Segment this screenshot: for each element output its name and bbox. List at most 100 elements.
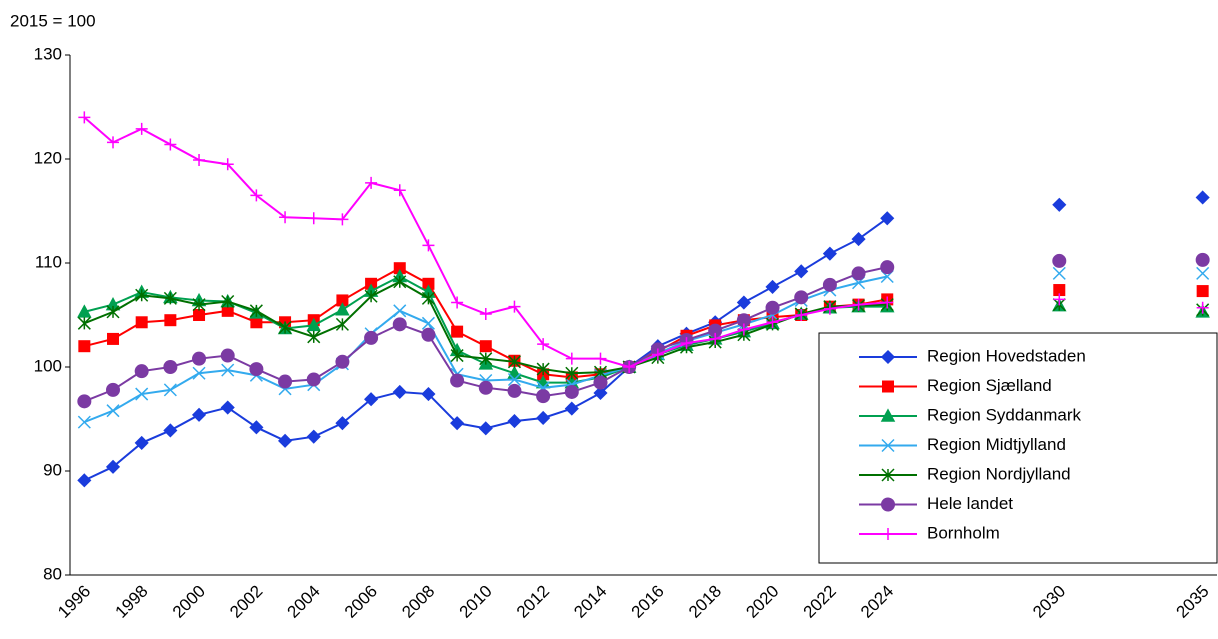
legend-label: Region Syddanmark bbox=[927, 405, 1082, 424]
y-tick-label: 100 bbox=[34, 356, 62, 375]
marker bbox=[107, 332, 120, 345]
marker bbox=[135, 288, 149, 302]
x-tick-label: 2018 bbox=[685, 582, 725, 622]
y-tick-label: 120 bbox=[34, 148, 62, 167]
marker bbox=[365, 176, 378, 189]
marker bbox=[766, 316, 779, 329]
marker bbox=[335, 416, 350, 431]
marker bbox=[1053, 293, 1066, 306]
marker bbox=[278, 374, 293, 389]
marker bbox=[880, 211, 895, 226]
y-tick-label: 80 bbox=[43, 564, 62, 583]
legend-label: Hele landet bbox=[927, 494, 1013, 513]
marker bbox=[882, 528, 894, 540]
marker bbox=[1196, 301, 1209, 314]
marker bbox=[364, 392, 379, 407]
marker bbox=[77, 316, 91, 330]
marker bbox=[135, 316, 148, 329]
marker bbox=[163, 423, 178, 438]
x-tick-label: 2020 bbox=[742, 582, 782, 622]
marker bbox=[1196, 285, 1209, 298]
x-tick-label: 2016 bbox=[628, 582, 668, 622]
marker bbox=[77, 394, 92, 409]
marker bbox=[651, 348, 664, 361]
marker bbox=[193, 154, 206, 167]
x-tick-label: 1998 bbox=[112, 582, 152, 622]
marker bbox=[135, 122, 148, 135]
marker bbox=[221, 363, 235, 377]
x-tick-label: 2024 bbox=[857, 582, 897, 622]
marker bbox=[250, 316, 263, 329]
series bbox=[77, 190, 1210, 488]
marker bbox=[1052, 253, 1067, 268]
marker bbox=[881, 438, 895, 453]
marker bbox=[594, 352, 607, 365]
marker bbox=[307, 212, 320, 225]
marker bbox=[1195, 190, 1210, 205]
marker bbox=[106, 404, 120, 418]
marker bbox=[421, 291, 435, 305]
marker bbox=[220, 400, 235, 415]
marker bbox=[106, 382, 121, 397]
x-tick-label: 2004 bbox=[284, 582, 324, 622]
marker bbox=[191, 407, 207, 422]
marker bbox=[765, 279, 780, 294]
legend-label: Bornholm bbox=[927, 523, 1000, 542]
marker bbox=[306, 429, 321, 444]
marker bbox=[77, 473, 92, 488]
marker bbox=[565, 352, 578, 365]
marker bbox=[880, 260, 895, 275]
marker bbox=[479, 307, 492, 320]
marker bbox=[106, 305, 120, 319]
marker bbox=[393, 304, 407, 318]
marker bbox=[249, 362, 264, 377]
marker bbox=[708, 323, 723, 338]
marker bbox=[737, 323, 750, 336]
marker bbox=[393, 262, 406, 275]
legend-label: Region Hovedstaden bbox=[927, 346, 1086, 365]
marker bbox=[192, 351, 207, 366]
marker bbox=[736, 313, 751, 328]
marker bbox=[794, 290, 809, 305]
marker bbox=[192, 298, 206, 312]
marker bbox=[709, 332, 722, 345]
legend-label: Region Sjælland bbox=[927, 376, 1052, 395]
x-tick-label: 1996 bbox=[54, 582, 94, 622]
marker bbox=[393, 275, 407, 289]
marker bbox=[279, 211, 292, 224]
marker bbox=[135, 387, 149, 401]
marker bbox=[134, 364, 149, 379]
legend-label: Region Nordjylland bbox=[927, 464, 1071, 483]
marker bbox=[221, 294, 235, 309]
marker bbox=[852, 298, 865, 311]
marker bbox=[479, 340, 492, 353]
line bbox=[84, 117, 1202, 367]
legend: Region Hovedstaden Region Sjælland Region … bbox=[818, 332, 1218, 564]
marker bbox=[249, 304, 263, 318]
marker bbox=[450, 416, 465, 431]
y-axis-label: 2015 = 100 bbox=[10, 11, 96, 30]
y-tick-label: 130 bbox=[34, 44, 62, 63]
marker bbox=[250, 189, 263, 202]
marker bbox=[623, 361, 636, 373]
marker bbox=[564, 384, 579, 399]
y-tick-label: 90 bbox=[43, 460, 62, 479]
marker bbox=[1196, 266, 1210, 280]
x-tick-label: 2014 bbox=[570, 582, 610, 622]
marker bbox=[193, 309, 206, 321]
x-tick-label: 2012 bbox=[513, 582, 553, 622]
marker bbox=[221, 304, 234, 317]
marker bbox=[364, 330, 379, 345]
marker bbox=[164, 314, 177, 327]
marker bbox=[78, 340, 91, 353]
marker bbox=[221, 158, 234, 171]
x-tick-label: 2008 bbox=[398, 582, 438, 622]
marker bbox=[421, 316, 435, 330]
marker bbox=[392, 384, 407, 400]
marker bbox=[507, 414, 522, 429]
marker bbox=[450, 373, 465, 388]
x-tick-label: 2000 bbox=[169, 582, 209, 622]
marker bbox=[507, 372, 521, 387]
marker bbox=[795, 309, 808, 321]
